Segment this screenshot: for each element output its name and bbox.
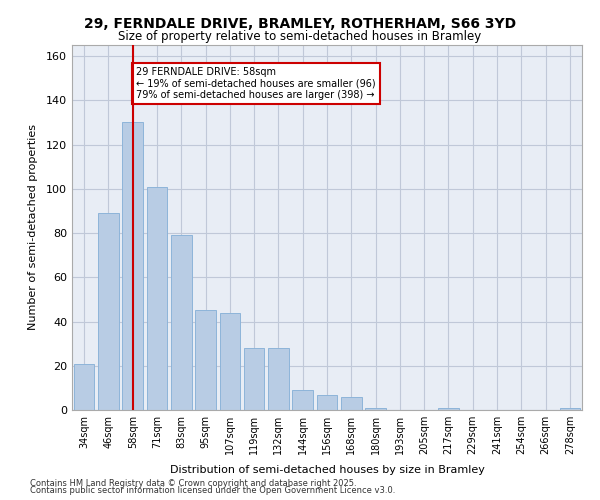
Bar [244, 348, 265, 410]
Y-axis label: Number of semi-detached properties: Number of semi-detached properties [28, 124, 38, 330]
Text: Size of property relative to semi-detached houses in Bramley: Size of property relative to semi-detach… [118, 30, 482, 43]
Text: Contains HM Land Registry data © Crown copyright and database right 2025.: Contains HM Land Registry data © Crown c… [30, 478, 356, 488]
Bar [292, 390, 313, 410]
Bar [195, 310, 216, 410]
Bar [146, 186, 167, 410]
Bar [122, 122, 143, 410]
Bar [98, 213, 119, 410]
Bar [268, 348, 289, 410]
Bar [171, 235, 191, 410]
Bar [317, 394, 337, 410]
Bar [560, 408, 580, 410]
Bar [438, 408, 459, 410]
Bar [365, 408, 386, 410]
Text: 29 FERNDALE DRIVE: 58sqm
← 19% of semi-detached houses are smaller (96)
79% of s: 29 FERNDALE DRIVE: 58sqm ← 19% of semi-d… [136, 67, 376, 100]
Bar [220, 312, 240, 410]
Text: 29, FERNDALE DRIVE, BRAMLEY, ROTHERHAM, S66 3YD: 29, FERNDALE DRIVE, BRAMLEY, ROTHERHAM, … [84, 18, 516, 32]
Bar [74, 364, 94, 410]
X-axis label: Distribution of semi-detached houses by size in Bramley: Distribution of semi-detached houses by … [170, 466, 484, 475]
Text: Contains public sector information licensed under the Open Government Licence v3: Contains public sector information licen… [30, 486, 395, 495]
Bar [341, 396, 362, 410]
